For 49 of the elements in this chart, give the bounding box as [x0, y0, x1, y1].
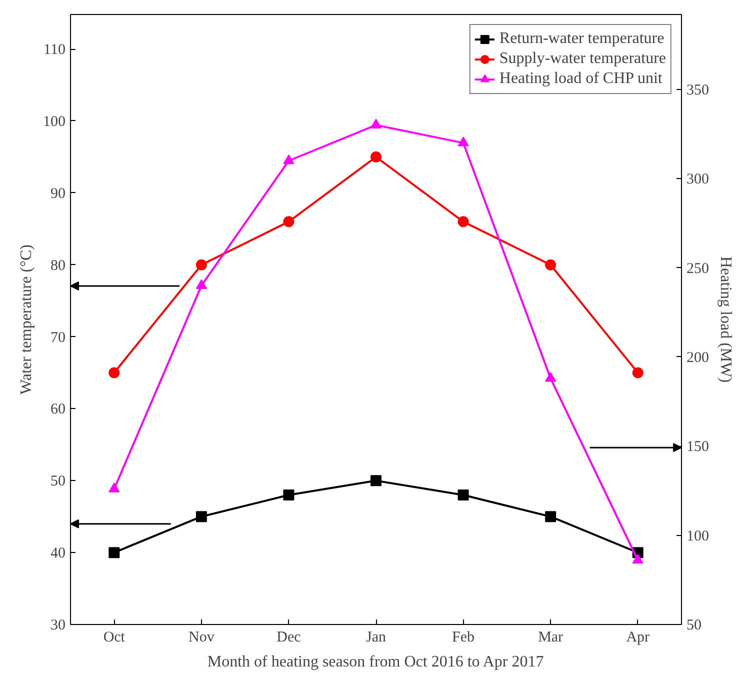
point	[196, 259, 207, 270]
point	[458, 136, 469, 146]
point	[545, 259, 556, 270]
y-tick-label: 50	[50, 474, 66, 490]
y2-tick-label: 50	[686, 618, 702, 634]
y2-tick-label: 100	[686, 528, 709, 544]
point	[632, 367, 644, 378]
x-tick-label: Oct	[103, 630, 126, 646]
x-tick-label: Nov	[188, 630, 215, 646]
point	[370, 151, 382, 162]
y-tick-label: 110	[44, 42, 66, 58]
x-tick-label: Feb	[452, 630, 475, 646]
y2-tick-label: 300	[686, 172, 709, 188]
y-tick-label: 60	[50, 402, 66, 418]
y-tick-label: 90	[50, 186, 66, 202]
x-tick-label: Apr	[626, 630, 650, 646]
y-tick-label: 40	[50, 546, 66, 562]
point	[108, 482, 120, 492]
point	[283, 216, 294, 228]
point	[545, 372, 556, 382]
x-tick-label: Jan	[366, 630, 386, 646]
point	[283, 154, 294, 164]
y2-axis-title: Heating load (MW)	[717, 256, 734, 383]
point	[632, 554, 644, 564]
y2-tick-label: 250	[686, 260, 709, 277]
x-tick-label: Dec	[276, 630, 302, 646]
point	[545, 511, 556, 522]
point	[370, 475, 382, 486]
point	[108, 367, 120, 378]
legend-label: Return-water temperature	[499, 30, 664, 48]
y-tick-label: 30	[50, 618, 66, 634]
x-axis-title: Month of heating season from Oct 2016 to Apr 2017	[207, 654, 544, 670]
point	[458, 490, 469, 501]
y2-tick-label: 150	[686, 439, 709, 456]
y-tick-label: 70	[50, 330, 66, 346]
point	[196, 511, 207, 522]
y-tick-label: 100	[43, 114, 66, 130]
point	[108, 547, 120, 558]
legend-label: Heating load of CHP unit	[499, 70, 662, 88]
y2-tick-label: 200	[686, 350, 709, 366]
point	[283, 490, 294, 501]
legend-label: Supply-water temperature	[499, 50, 666, 68]
x-tick-label: Mar	[538, 630, 564, 646]
y-axis-title: Water temperature (°C)	[18, 244, 35, 394]
point	[370, 118, 382, 128]
point	[196, 279, 207, 289]
y-tick-label: 80	[50, 258, 66, 274]
point	[458, 216, 469, 228]
y2-tick-label: 350	[686, 82, 709, 98]
